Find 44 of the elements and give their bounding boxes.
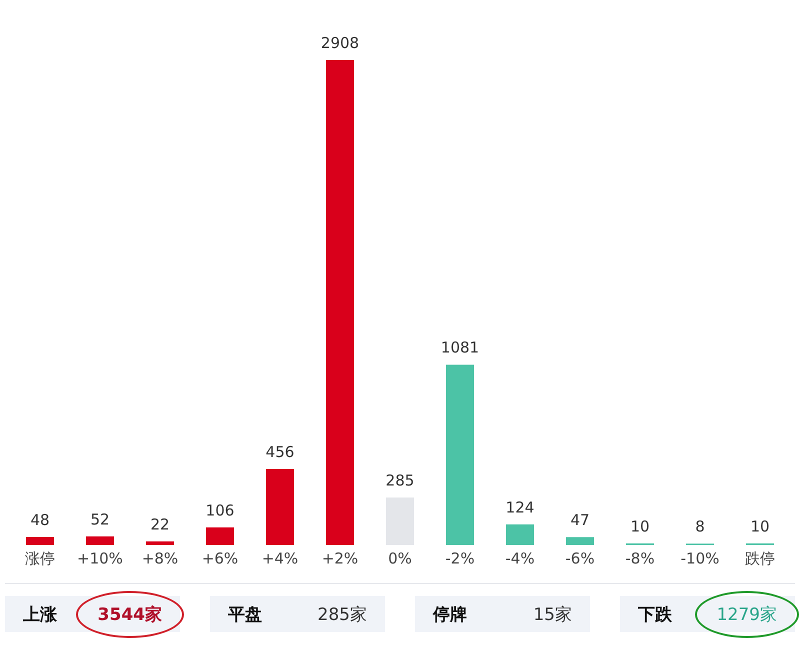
bar [566, 537, 594, 545]
bar [26, 536, 54, 545]
text: 15家 [533, 604, 572, 626]
data-label: 1081 [440, 338, 480, 357]
data-label: 47 [570, 511, 590, 530]
x-tick-label: +8% [142, 550, 178, 568]
x-tick-label: -8% [625, 550, 655, 568]
x-tick-label: -4% [505, 550, 535, 568]
bar [206, 527, 234, 545]
text: 285家 [318, 604, 367, 626]
data-label: 48 [30, 510, 50, 529]
text: 3544家 [98, 604, 162, 626]
x-tick-label: 0% [388, 550, 412, 568]
bar [506, 524, 534, 545]
data-label: 10 [750, 517, 770, 536]
data-label: 2908 [320, 34, 360, 52]
bar [266, 468, 294, 545]
data-label: 52 [90, 510, 110, 528]
data-label: 10 [630, 517, 650, 536]
bar [386, 497, 414, 545]
x-tick-label: -10% [680, 550, 720, 568]
text: 平盘 [228, 604, 262, 626]
x-tick-label: 跌停 [745, 550, 775, 568]
x-tick-label: +4% [262, 550, 298, 568]
data-label: 106 [206, 501, 234, 520]
bar [86, 536, 114, 545]
text: 1279家 [716, 604, 777, 626]
data-label: 285 [386, 471, 414, 490]
x-tick-label: +10% [77, 550, 123, 568]
data-label: 124 [506, 498, 534, 516]
text: 上涨 [23, 604, 57, 626]
data-label: 22 [150, 515, 170, 534]
text: 停牌 [433, 604, 467, 626]
bar [146, 541, 174, 545]
x-tick-label: -6% [565, 550, 595, 568]
bar [326, 60, 354, 545]
data-label: 8 [695, 518, 705, 536]
bar [446, 364, 474, 545]
data-label: 456 [266, 442, 294, 461]
x-tick-label: -2% [445, 550, 475, 568]
x-tick-label: 涨停 [25, 550, 55, 568]
x-tick-label: +6% [202, 550, 238, 568]
text: 下跌 [638, 604, 672, 626]
x-tick-label: +2% [322, 550, 358, 568]
